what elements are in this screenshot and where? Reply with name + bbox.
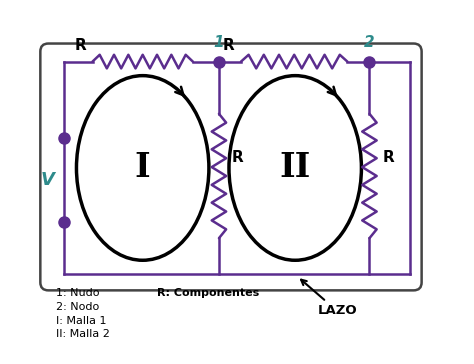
Text: II: II	[280, 151, 311, 185]
Text: R: Componentes: R: Componentes	[157, 288, 259, 298]
Text: I: I	[135, 151, 150, 185]
Text: R: R	[223, 38, 235, 53]
FancyBboxPatch shape	[40, 44, 422, 290]
Text: 1: 1	[214, 35, 224, 50]
Text: 2: Nodo: 2: Nodo	[56, 302, 100, 312]
Text: I: Malla 1: I: Malla 1	[56, 316, 107, 326]
Text: V: V	[41, 171, 55, 189]
Text: R: R	[383, 150, 394, 165]
Text: 1: Nudo: 1: Nudo	[56, 288, 100, 298]
Text: 2: 2	[364, 35, 375, 50]
Text: II: Malla 2: II: Malla 2	[56, 329, 110, 339]
Text: LAZO: LAZO	[301, 280, 357, 317]
Text: R: R	[232, 150, 244, 165]
Text: R: R	[74, 38, 86, 53]
